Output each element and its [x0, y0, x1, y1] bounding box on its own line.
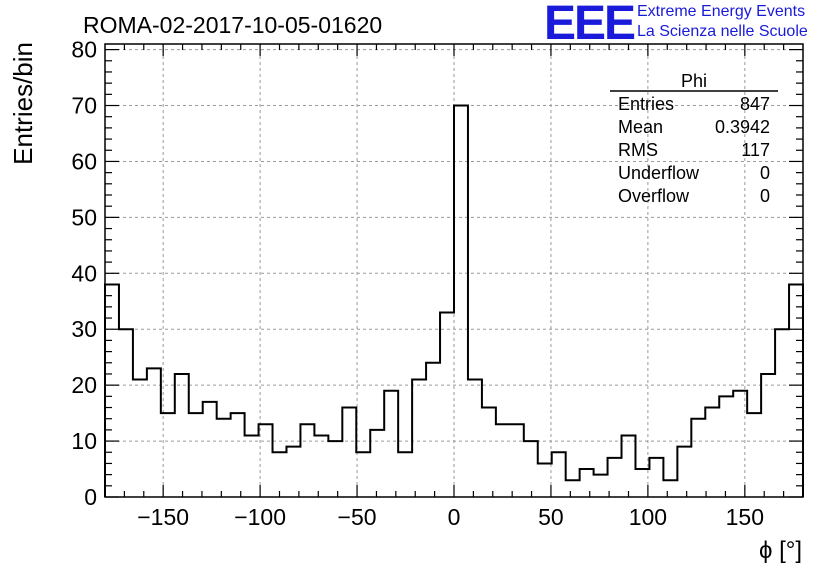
stats-row-label: Entries — [618, 94, 674, 114]
stats-box-title: Phi — [681, 71, 707, 91]
histogram-bin — [580, 469, 594, 497]
x-tick-label: 50 — [538, 504, 564, 530]
histogram-bin — [133, 380, 147, 497]
histogram-bin — [412, 380, 426, 497]
y-tick-label: 10 — [71, 428, 97, 454]
histogram-outline — [104, 104, 804, 497]
histogram-bin — [524, 441, 538, 497]
histogram-bin — [677, 447, 691, 497]
y-tick-label: 70 — [71, 93, 97, 119]
histogram-bin — [398, 452, 412, 497]
histogram-bin — [342, 408, 356, 497]
histogram-bin — [370, 430, 384, 497]
logo-line-1: Extreme Energy Events — [637, 3, 806, 20]
stats-row-label: Mean — [618, 117, 663, 137]
tick-label-layer: −150 −100 −50 0 50 100 150 0 10 20 30 40 50 60 70 80 — [71, 37, 764, 530]
histogram-bin — [440, 312, 454, 497]
y-axis-label: Entries/bin — [8, 42, 38, 165]
y-tick-label: 40 — [71, 260, 97, 286]
histogram-bin — [203, 402, 217, 497]
histogram-layer — [104, 104, 804, 497]
histogram-bin — [594, 475, 608, 497]
histogram-bin — [691, 419, 705, 497]
y-tick-label: 50 — [71, 204, 97, 230]
histogram-bin — [747, 413, 761, 497]
histogram-bin — [454, 106, 468, 497]
stats-row-value: 117 — [741, 140, 770, 160]
histogram-bin — [426, 363, 440, 497]
histogram-bin — [649, 458, 663, 497]
stats-row-label: Underflow — [618, 163, 700, 183]
histogram-bin — [468, 380, 482, 497]
histogram-bin — [245, 435, 259, 497]
stats-row-value: 0 — [760, 186, 770, 206]
eee-logo: EEE Extreme Energy Events La Scienza nel… — [540, 0, 830, 50]
histogram-bin — [761, 374, 775, 497]
stats-box: Phi Entries 847 Mean 0.3942 RMS 117 Underflow 0… — [610, 71, 778, 206]
x-tick-label: 0 — [448, 504, 461, 530]
x-tick-label: 100 — [629, 504, 667, 530]
stats-row-value: 0 — [760, 163, 770, 183]
histogram-bin — [566, 480, 580, 497]
x-tick-label: −50 — [338, 504, 377, 530]
stats-rows: Entries 847 Mean 0.3942 RMS 117 Underflow 0 Over… — [618, 94, 770, 206]
histogram-bin — [189, 413, 203, 497]
stats-row-label: RMS — [618, 140, 658, 160]
x-tick-label: 150 — [726, 504, 764, 530]
stats-row-value: 0.3942 — [715, 117, 770, 137]
histogram-bin — [510, 424, 524, 497]
histogram-bin — [273, 452, 287, 497]
x-tick-label: −150 — [137, 504, 189, 530]
histogram-bin — [705, 408, 719, 497]
histogram-bin — [175, 374, 189, 497]
y-tick-label: 20 — [71, 372, 97, 398]
histogram-bin — [482, 408, 496, 497]
histogram-bin — [775, 329, 789, 497]
histogram-bin — [663, 480, 677, 497]
histogram-bin — [147, 368, 161, 497]
histogram-bin — [161, 413, 175, 497]
histogram-bin — [719, 396, 733, 497]
eee-logo-mark: EEE — [544, 0, 636, 50]
chart-title: ROMA-02-2017-10-05-01620 — [83, 12, 382, 38]
y-tick-label: 60 — [71, 148, 97, 174]
y-tick-label: 80 — [71, 37, 97, 63]
histogram-bin — [217, 419, 231, 497]
histogram-bin — [622, 435, 636, 497]
y-tick-label: 0 — [84, 484, 97, 510]
stats-row-value: 847 — [740, 94, 770, 114]
histogram-bin — [356, 452, 370, 497]
logo-line-2: La Scienza nelle Scuole — [637, 23, 808, 40]
x-axis-label: ϕ [°] — [759, 537, 802, 564]
stats-row-label: Overflow — [618, 186, 690, 206]
histogram-bin — [552, 452, 566, 497]
histogram-bin — [300, 424, 314, 497]
y-tick-label: 30 — [71, 316, 97, 342]
x-tick-label: −100 — [234, 504, 286, 530]
histogram-bin — [231, 413, 245, 497]
histogram-bin — [538, 463, 552, 497]
histogram-bin — [733, 391, 747, 497]
histogram-bin — [286, 447, 300, 497]
histogram-bin — [105, 284, 119, 497]
histogram-bin — [789, 284, 803, 497]
histogram-bin — [384, 391, 398, 497]
histogram-bin — [496, 424, 510, 497]
histogram-bin — [314, 435, 328, 497]
tick-layer — [105, 44, 803, 498]
histogram-bin — [328, 441, 342, 497]
histogram-bin — [119, 329, 133, 497]
